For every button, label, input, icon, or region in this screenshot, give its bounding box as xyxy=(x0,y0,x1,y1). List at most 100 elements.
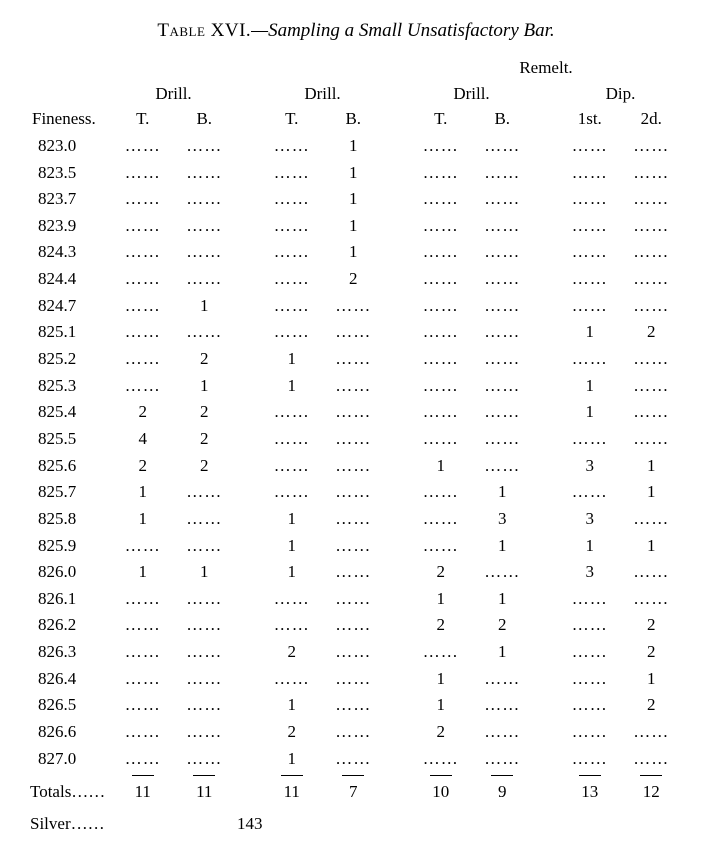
cell: 1 xyxy=(323,160,385,187)
cell: 1 xyxy=(472,639,534,666)
cell: 824.3 xyxy=(30,239,112,266)
cell: 1 xyxy=(261,692,323,719)
table-row: 823.0………………1…………………… xyxy=(30,133,682,160)
cell: …… xyxy=(410,186,472,213)
cell: 3 xyxy=(472,506,534,533)
hdr-fineness: Fineness. xyxy=(30,107,112,133)
cell: …… xyxy=(410,426,472,453)
cell: …… xyxy=(112,666,174,693)
table-title: Table XVI.—Sampling a Small Unsatisfacto… xyxy=(30,20,682,42)
cell: …… xyxy=(621,239,683,266)
table-row: 825.2……21………………………… xyxy=(30,346,682,373)
cell: …… xyxy=(559,746,621,773)
cell: …… xyxy=(261,266,323,293)
cell: …… xyxy=(112,160,174,187)
rule xyxy=(132,775,154,776)
totals-d1t: 11 xyxy=(112,778,174,806)
cell: …… xyxy=(323,559,385,586)
cell: 2 xyxy=(621,319,683,346)
hdr-b1: B. xyxy=(174,107,236,133)
cell: …… xyxy=(472,133,534,160)
totals-p2: 12 xyxy=(621,778,683,806)
cell: …… xyxy=(112,692,174,719)
cell: …… xyxy=(559,133,621,160)
cell: …… xyxy=(112,533,174,560)
cell: 1 xyxy=(559,399,621,426)
table-row: 824.7……1……………………………… xyxy=(30,293,682,320)
cell: …… xyxy=(112,186,174,213)
cell: …… xyxy=(410,506,472,533)
table-row: 823.9………………1…………………… xyxy=(30,213,682,240)
cell: …… xyxy=(174,213,236,240)
cell: 826.2 xyxy=(30,612,112,639)
cell: 2 xyxy=(261,639,323,666)
cell: …… xyxy=(559,266,621,293)
cell: …… xyxy=(323,373,385,400)
table-row: 825.622…………1……31 xyxy=(30,453,682,480)
cell: 3 xyxy=(559,453,621,480)
cell: …… xyxy=(472,666,534,693)
cell: 2 xyxy=(410,719,472,746)
cell: …… xyxy=(323,666,385,693)
cell: …… xyxy=(174,319,236,346)
cell: …… xyxy=(323,319,385,346)
cell: …… xyxy=(621,426,683,453)
cell: …… xyxy=(174,479,236,506)
cell: 2 xyxy=(112,399,174,426)
cell: 2 xyxy=(410,559,472,586)
cell: …… xyxy=(410,133,472,160)
hdr-t1: T. xyxy=(112,107,174,133)
silver-label: Silver…… xyxy=(30,806,112,838)
cell: …… xyxy=(323,746,385,773)
hdr-dip: Dip. xyxy=(559,82,682,108)
cell: …… xyxy=(621,160,683,187)
cell: …… xyxy=(261,213,323,240)
cell: …… xyxy=(559,719,621,746)
cell: …… xyxy=(112,133,174,160)
cell: 1 xyxy=(261,346,323,373)
cell: …… xyxy=(559,213,621,240)
table-row: 824.3………………1…………………… xyxy=(30,239,682,266)
cell: …… xyxy=(112,213,174,240)
cell: …… xyxy=(323,692,385,719)
cell: …… xyxy=(323,399,385,426)
cell: …… xyxy=(174,239,236,266)
table-row: 823.5………………1…………………… xyxy=(30,160,682,187)
cell: 1 xyxy=(559,533,621,560)
cell: 1 xyxy=(261,373,323,400)
cell: 1 xyxy=(323,213,385,240)
cell: …… xyxy=(410,293,472,320)
hdr-2d: 2d. xyxy=(621,107,683,133)
cell: …… xyxy=(410,160,472,187)
cell: …… xyxy=(174,639,236,666)
cell: 825.1 xyxy=(30,319,112,346)
cell: 1 xyxy=(323,186,385,213)
totals-d3t: 10 xyxy=(410,778,472,806)
cell: …… xyxy=(112,266,174,293)
cell: 824.4 xyxy=(30,266,112,293)
cell: 825.2 xyxy=(30,346,112,373)
cell: …… xyxy=(472,319,534,346)
cell: …… xyxy=(174,612,236,639)
cell: …… xyxy=(559,692,621,719)
table-row: 825.81……1…………33…… xyxy=(30,506,682,533)
cell: …… xyxy=(472,746,534,773)
totals-d3b: 9 xyxy=(472,778,534,806)
cell: 2 xyxy=(174,346,236,373)
cell: …… xyxy=(174,133,236,160)
cell: 1 xyxy=(174,293,236,320)
cell: …… xyxy=(323,506,385,533)
cell: 2 xyxy=(621,612,683,639)
table-row: 825.71……………………1……1 xyxy=(30,479,682,506)
cell: …… xyxy=(472,399,534,426)
cell: …… xyxy=(323,426,385,453)
rule xyxy=(430,775,452,776)
totals-d2t: 11 xyxy=(261,778,323,806)
hdr-t3: T. xyxy=(410,107,472,133)
cell: 1 xyxy=(410,666,472,693)
hdr-t2: T. xyxy=(261,107,323,133)
cell: …… xyxy=(410,639,472,666)
cell: …… xyxy=(112,346,174,373)
cell: …… xyxy=(112,719,174,746)
cell: …… xyxy=(621,346,683,373)
